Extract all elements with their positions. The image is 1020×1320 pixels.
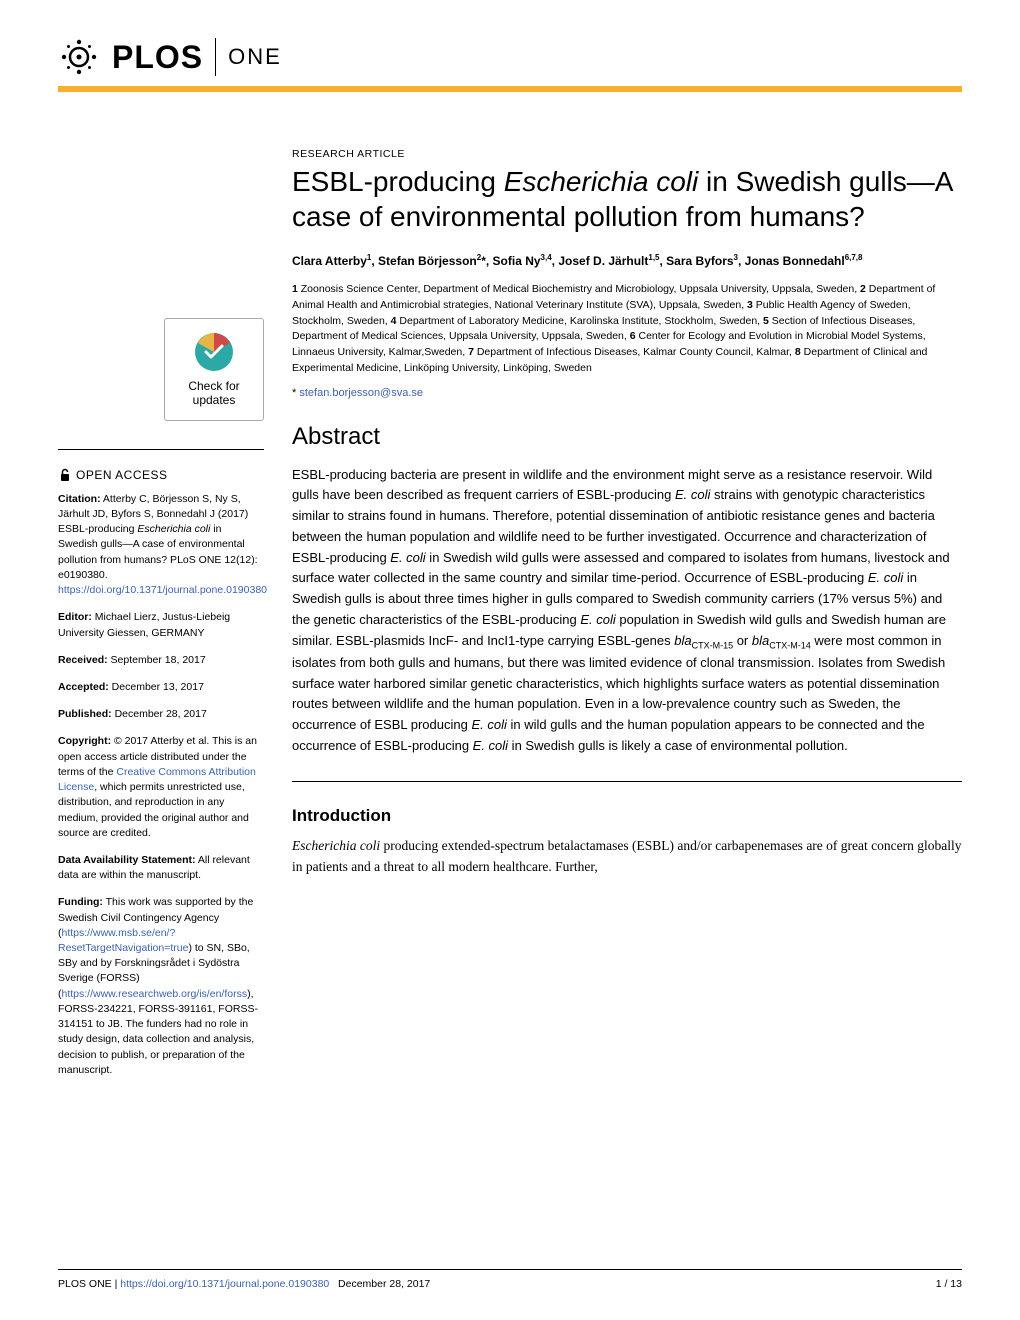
introduction-heading: Introduction	[292, 806, 962, 826]
page-footer: PLOS ONE | https://doi.org/10.1371/journ…	[58, 1269, 962, 1290]
header-divider	[215, 38, 216, 76]
plos-logo-icon	[58, 36, 100, 78]
citation-block: Citation: Atterby C, Börjesson S, Ny S, …	[58, 492, 264, 599]
received-block: Received: September 18, 2017	[58, 653, 264, 668]
published-block: Published: December 28, 2017	[58, 707, 264, 722]
header-accent-bar	[58, 86, 962, 92]
abstract-heading: Abstract	[292, 423, 962, 451]
authors-list: Clara Atterby1, Stefan Börjesson2*, Sofi…	[292, 252, 962, 270]
plos-brand-text: PLOS	[112, 39, 203, 76]
correspondence-line: * stefan.borjesson@sva.se	[292, 387, 962, 399]
editor-block: Editor: Michael Lierz, Justus-Liebeig Un…	[58, 610, 264, 640]
journal-name-text: ONE	[228, 44, 282, 70]
correspondence-email-link[interactable]: stefan.borjesson@sva.se	[299, 387, 423, 399]
open-access-label: OPEN ACCESS	[76, 468, 168, 482]
check-updates-label: Check for updates	[179, 379, 249, 408]
abstract-text: ESBL-producing bacteria are present in w…	[292, 465, 962, 757]
main-content: RESEARCH ARTICLE ESBL-producing Escheric…	[292, 148, 962, 1090]
funding-link-2[interactable]: https://www.researchweb.org/is/en/forss	[62, 988, 248, 1000]
footer-journal: PLOS ONE |	[58, 1278, 120, 1290]
funding-link-1[interactable]: https://www.msb.se/en/?ResetTargetNaviga…	[58, 927, 188, 954]
footer-page-number: 1 / 13	[936, 1278, 962, 1290]
sidebar-divider	[58, 449, 264, 450]
funding-block: Funding: This work was supported by the …	[58, 895, 264, 1078]
data-availability-block: Data Availability Statement: All relevan…	[58, 853, 264, 883]
copyright-block: Copyright: © 2017 Atterby et al. This is…	[58, 734, 264, 841]
introduction-text: Escherichia coli producing extended-spec…	[292, 836, 962, 878]
affiliations-list: 1 Zoonosis Science Center, Department of…	[292, 282, 962, 377]
article-title: ESBL-producing Escherichia coli in Swedi…	[292, 164, 962, 234]
journal-header: PLOS ONE	[58, 36, 962, 78]
citation-doi-link[interactable]: https://doi.org/10.1371/journal.pone.019…	[58, 584, 267, 596]
check-updates-widget[interactable]: Check for updates	[164, 318, 264, 421]
accepted-block: Accepted: December 13, 2017	[58, 680, 264, 695]
open-access-badge: OPEN ACCESS	[58, 468, 264, 482]
section-divider	[292, 781, 962, 782]
crossmark-icon	[193, 331, 235, 373]
open-lock-icon	[58, 468, 72, 482]
footer-doi-link[interactable]: https://doi.org/10.1371/journal.pone.019…	[120, 1278, 329, 1290]
sidebar: Check for updates OPEN ACCESS Citation: …	[58, 148, 264, 1090]
article-type-label: RESEARCH ARTICLE	[292, 148, 962, 160]
footer-date: December 28, 2017	[338, 1278, 430, 1290]
